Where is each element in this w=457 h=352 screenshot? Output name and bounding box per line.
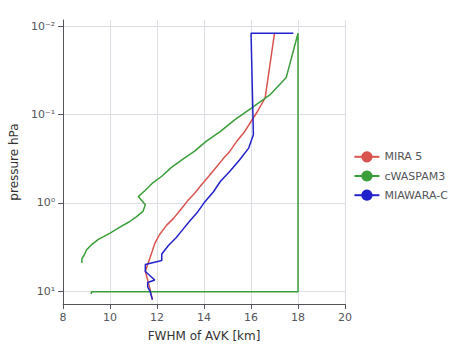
svg-text:12: 12 (150, 311, 164, 324)
svg-text:16: 16 (244, 311, 258, 324)
svg-text:MIRA 5: MIRA 5 (384, 150, 422, 163)
svg-text:10⁻¹: 10⁻¹ (31, 108, 55, 121)
svg-text:MIAWARA-C: MIAWARA-C (384, 189, 448, 202)
svg-text:10: 10 (103, 311, 117, 324)
svg-text:8: 8 (60, 311, 67, 324)
svg-text:cWASPAM3: cWASPAM3 (384, 170, 445, 183)
svg-text:10⁰: 10⁰ (37, 196, 56, 209)
svg-text:18: 18 (291, 311, 305, 324)
svg-text:10¹: 10¹ (37, 285, 55, 298)
svg-text:14: 14 (197, 311, 211, 324)
svg-text:FWHM of AVK [km]: FWHM of AVK [km] (148, 329, 261, 343)
svg-text:20: 20 (338, 311, 352, 324)
svg-text:10⁻²: 10⁻² (31, 20, 55, 33)
svg-text:pressure hPa: pressure hPa (7, 123, 21, 200)
